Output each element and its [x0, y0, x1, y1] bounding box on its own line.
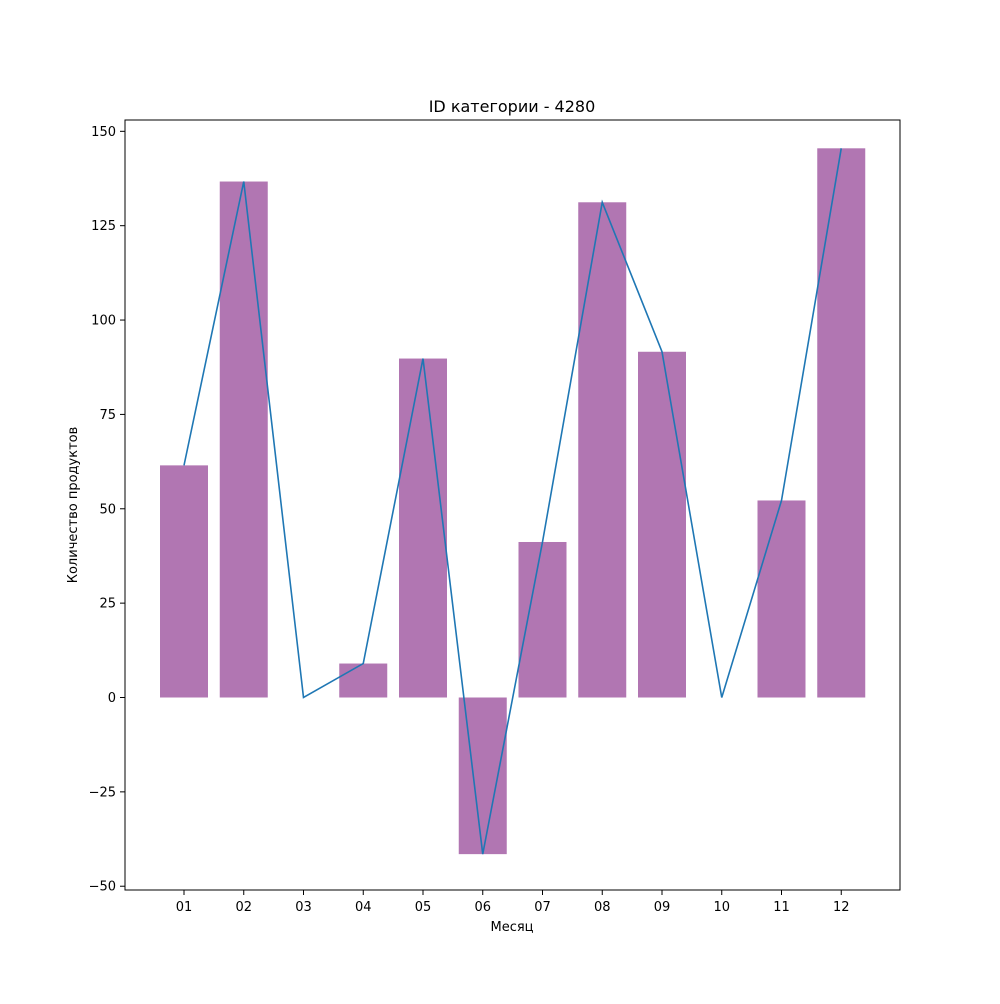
x-tick-label: 12 [833, 900, 850, 915]
y-axis-label: Количество продуктов [66, 427, 81, 584]
bar-12 [817, 148, 865, 697]
x-tick-label: 11 [773, 900, 790, 915]
x-tick-label: 09 [654, 900, 671, 915]
y-tick-label: −25 [89, 785, 116, 800]
bar-11 [758, 500, 806, 697]
x-tick-label: 07 [534, 900, 551, 915]
x-tick-label: 04 [355, 900, 372, 915]
bar-05 [399, 359, 447, 698]
y-tick-label: 0 [108, 691, 116, 706]
y-tick-label: −50 [89, 880, 116, 895]
bar-08 [578, 202, 626, 697]
x-tick-label: 03 [295, 900, 312, 915]
y-tick-label: 50 [99, 502, 116, 517]
y-tick-label: 25 [99, 597, 116, 612]
y-tick-label: 150 [91, 125, 116, 140]
y-tick-label: 75 [99, 408, 116, 423]
chart-title: ID категории - 4280 [429, 97, 596, 116]
x-tick-label: 10 [713, 900, 730, 915]
bar-04 [339, 664, 387, 698]
x-tick-label: 06 [474, 900, 491, 915]
x-tick-label: 05 [415, 900, 432, 915]
bar-07 [519, 542, 567, 698]
y-tick-label: 100 [91, 314, 116, 329]
x-tick-label: 02 [235, 900, 252, 915]
x-axis-label: Месяц [490, 920, 533, 935]
x-tick-label: 01 [176, 900, 193, 915]
bar-09 [638, 352, 686, 698]
x-tick-label: 08 [594, 900, 611, 915]
y-tick-label: 125 [91, 219, 116, 234]
bar-01 [160, 465, 208, 697]
